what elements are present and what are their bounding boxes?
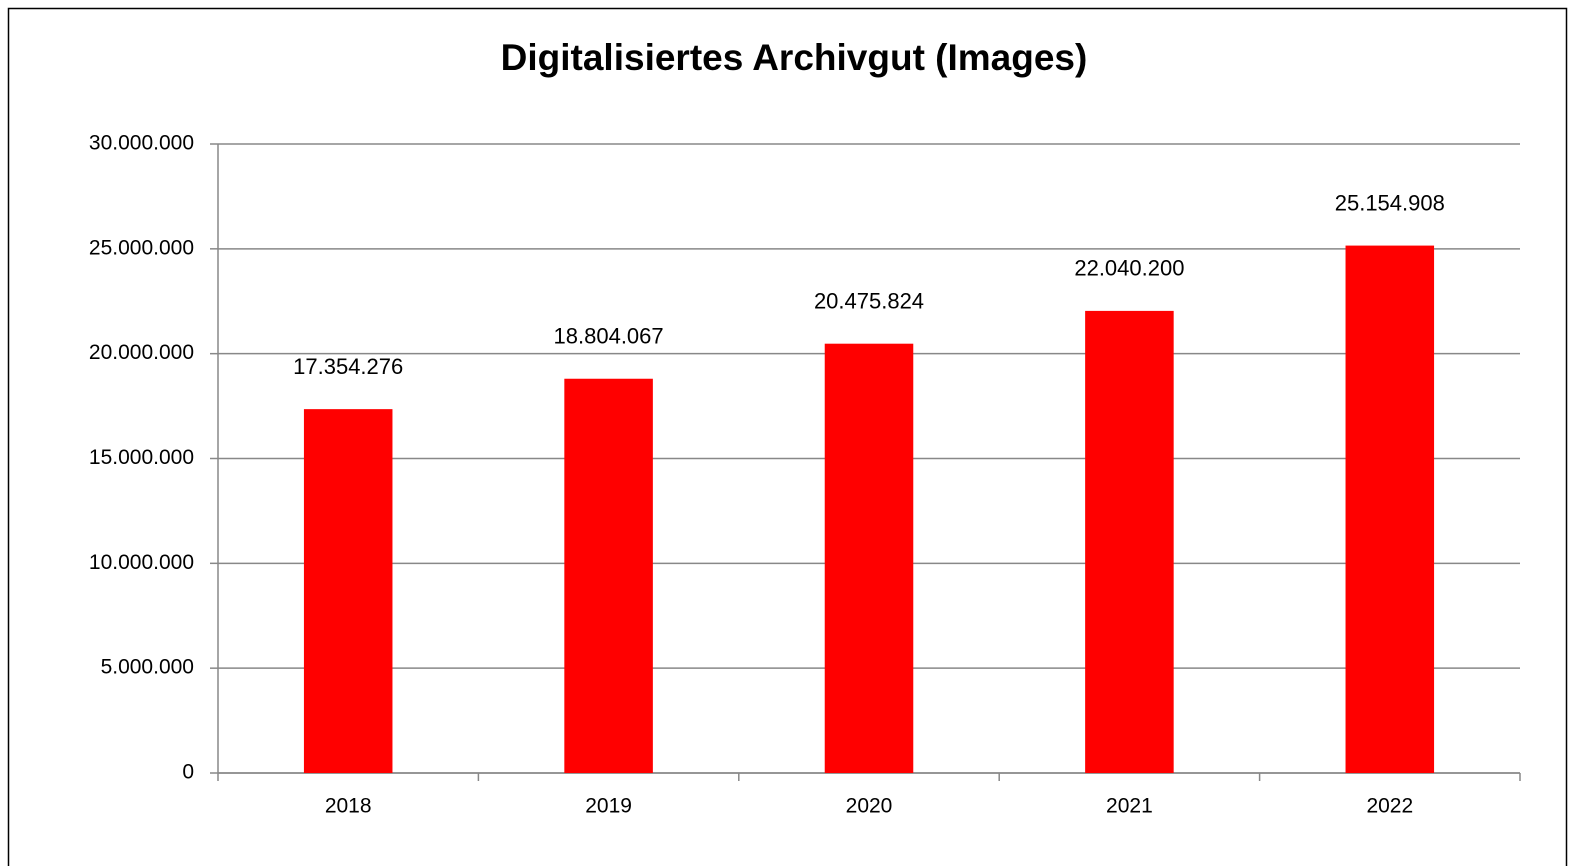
bar	[824, 343, 914, 773]
value-label: 20.475.824	[814, 289, 924, 314]
y-tick-label: 0	[182, 761, 194, 784]
value-label: 18.804.067	[554, 324, 664, 349]
value-label: 22.040.200	[1074, 256, 1184, 281]
y-tick-label: 25.000.000	[89, 236, 194, 259]
bar	[303, 409, 393, 773]
bar	[564, 378, 653, 773]
x-tick-label: 2019	[585, 795, 632, 818]
y-tick-label: 20.000.000	[89, 341, 194, 364]
x-tick-label: 2018	[325, 795, 372, 818]
y-tick-label: 5.000.000	[101, 656, 194, 679]
x-tick-label: 2020	[846, 795, 893, 818]
chart-frame	[7, 7, 1568, 866]
chart-title: Digitalisiertes Archivgut (Images)	[501, 37, 1088, 78]
bar	[1085, 310, 1174, 773]
y-tick-label: 10.000.000	[89, 551, 194, 574]
value-label: 25.154.908	[1335, 190, 1445, 215]
y-tick-label: 30.000.000	[89, 132, 194, 155]
y-tick-label: 15.000.000	[89, 446, 194, 469]
x-tick-label: 2021	[1106, 795, 1153, 818]
value-label: 17.354.276	[293, 354, 403, 379]
bar	[1345, 245, 1435, 773]
x-tick-label: 2022	[1366, 795, 1413, 818]
